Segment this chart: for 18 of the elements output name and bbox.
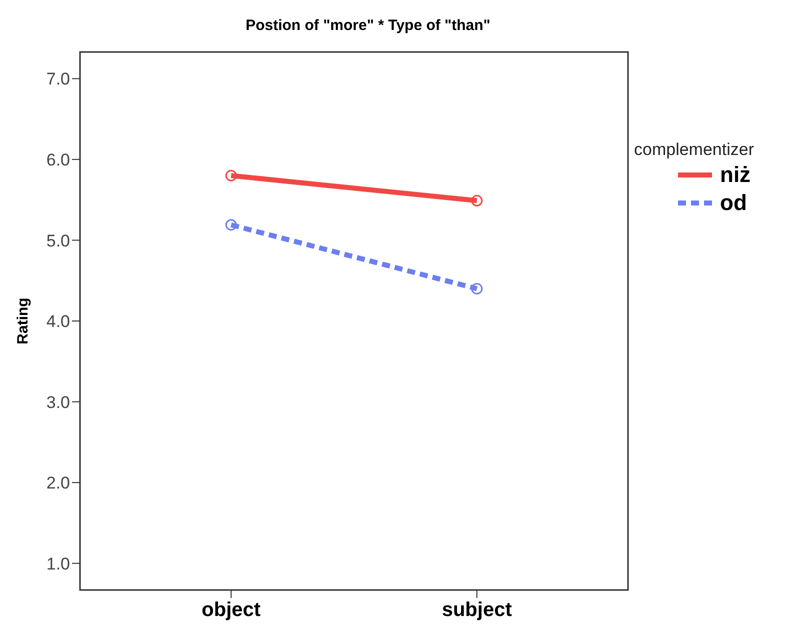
- point: [471, 282, 483, 294]
- chart-title: Postion of "more" * Type of "than": [246, 17, 490, 34]
- y-tick-label: 5.0: [46, 231, 70, 250]
- x-tick-label: subject: [442, 599, 512, 622]
- point: [225, 170, 237, 182]
- y-tick-label: 3.0: [46, 392, 70, 412]
- legend-label: od: [720, 190, 747, 216]
- legend-title: complementizer: [634, 140, 754, 160]
- y-tick-label: 4.0: [46, 312, 70, 332]
- legend-label: niż: [720, 162, 751, 188]
- y-tick-label: 7.0: [46, 70, 70, 89]
- y-tick-label: 1.0: [46, 554, 70, 574]
- point: [471, 194, 483, 206]
- x-tick-label: object: [202, 599, 261, 622]
- y-axis-title: Rating: [14, 298, 32, 344]
- point: [225, 219, 237, 231]
- y-tick-label: 2.0: [46, 474, 70, 493]
- y-tick-label: 6.0: [46, 150, 70, 170]
